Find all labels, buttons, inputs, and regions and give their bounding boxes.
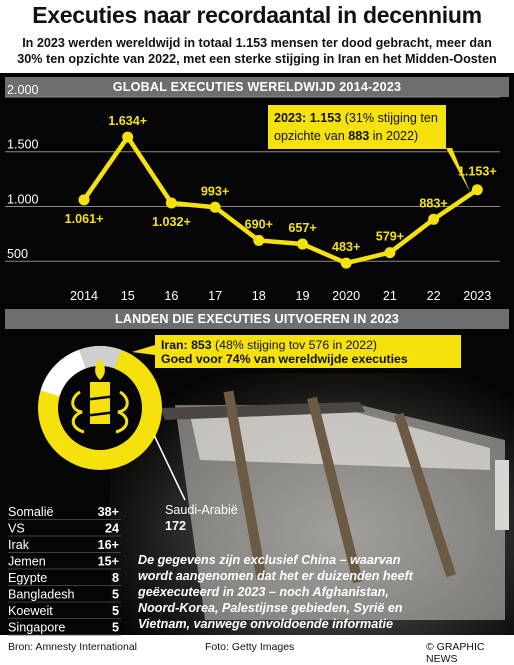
iran-callout: Iran: 853 (48% stijging tov 576 in 2022)… xyxy=(132,335,461,368)
graphic-news-credit: © GRAPHIC NEWS xyxy=(426,641,485,665)
country-name: Jemen xyxy=(8,555,46,569)
country-name: Egypte xyxy=(8,571,47,585)
iran-value: Iran: 853 xyxy=(161,338,212,352)
y-axis-ticks: 500 1.000 1.500 2.000 xyxy=(7,83,39,261)
svg-text:opzichte van 883 in 2022): opzichte van 883 in 2022) xyxy=(274,129,418,143)
y-tick-label: 2.000 xyxy=(7,83,39,97)
data-label: 1.634+ xyxy=(108,114,147,128)
data-point xyxy=(297,238,308,250)
y-tick-label: 1.500 xyxy=(7,138,39,152)
execution-bed-illustration xyxy=(160,390,509,620)
note-line: Noord-Korea, Palestijnse gebieden, Syrië… xyxy=(138,601,403,615)
data-label: 657+ xyxy=(288,221,316,235)
callout-2023-text3: in 2022) xyxy=(369,129,418,143)
x-tick-label: 21 xyxy=(383,289,397,303)
data-labels: 1.061+ 1.634+ 1.032+ 993+ 690+ 657+ 483+ 579+ 88… xyxy=(65,114,497,254)
country-list: Somalië 38+ VS 24 Irak 16+ Jemen 15+ Egypte 8 Bang… xyxy=(8,505,121,636)
country-name: Bangladesh xyxy=(8,588,75,602)
country-value: 15+ xyxy=(98,555,119,569)
country-value: 5 xyxy=(112,604,119,618)
x-tick-label: 18 xyxy=(252,289,266,303)
x-tick-label: 2023 xyxy=(463,289,491,303)
country-name: Singapore xyxy=(8,621,65,635)
note-line: Vietnam, vanwege onvoldoende informatie xyxy=(138,617,393,631)
country-value: 5 xyxy=(112,621,119,635)
callout-2023-text1: (31% stijging ten xyxy=(341,111,438,125)
saudi-value: 172 xyxy=(165,519,186,533)
data-point xyxy=(471,184,483,196)
saudi-leader-line xyxy=(153,434,186,501)
x-tick-label: 2020 xyxy=(332,289,360,303)
note-line: geëxecuteerd in 2023 – noch Afghanistan, xyxy=(137,585,389,599)
data-label: 883+ xyxy=(419,196,447,210)
data-label: 1.153+ xyxy=(458,165,497,179)
country-name: Irak xyxy=(8,538,30,552)
data-point xyxy=(340,257,352,269)
series-line xyxy=(82,134,479,266)
note-line: De gegevens zijn exclusief China – waarv… xyxy=(138,553,401,567)
data-points xyxy=(78,131,483,269)
x-tick-label: 2014 xyxy=(70,289,98,303)
country-value: 8 xyxy=(112,571,119,585)
data-point xyxy=(209,201,221,213)
country-name: Koeweit xyxy=(8,604,53,618)
x-tick-label: 19 xyxy=(295,289,309,303)
data-point xyxy=(165,197,177,209)
svg-text:Iran: 853 (48% stijging tov 57: Iran: 853 (48% stijging tov 576 in 2022) xyxy=(161,338,377,352)
photo-credit: Foto: Getty Images xyxy=(205,641,295,653)
callout-2023-text2: opzichte van xyxy=(274,129,348,143)
subtitle-line-1: In 2023 werden wereldwijd in totaal 1.15… xyxy=(22,36,492,50)
country-value: 16+ xyxy=(98,538,119,552)
data-point xyxy=(253,234,265,246)
saudi-label: Saudi-Arabië xyxy=(165,503,238,517)
data-point xyxy=(122,131,134,143)
x-tick-label: 15 xyxy=(121,289,135,303)
data-label: 483+ xyxy=(332,240,360,254)
data-label: 1.061+ xyxy=(65,212,104,226)
china-note: De gegevens zijn exclusief China – waarv… xyxy=(137,553,414,631)
subtitle: In 2023 werden wereldwijd in totaal 1.15… xyxy=(8,35,506,67)
x-axis-ticks: 2014 15 16 17 18 19 2020 21 22 2023 xyxy=(70,289,491,303)
country-value: 5 xyxy=(112,588,119,602)
country-name: Somalië xyxy=(8,505,54,519)
x-tick-label: 22 xyxy=(427,289,441,303)
iran-change: (48% stijging tov 576 in 2022) xyxy=(212,338,377,352)
x-tick-label: 17 xyxy=(208,289,222,303)
countries-title-band: LANDEN DIE EXECUTIES UITVOEREN IN 2023 xyxy=(5,309,509,329)
country-value: 38+ xyxy=(98,505,119,519)
donut-chart: Saudi-Arabië 172 xyxy=(38,345,238,533)
page-title: Executies naar recordaantal in decennium xyxy=(32,2,482,28)
country-name: VS xyxy=(8,522,25,536)
data-point xyxy=(384,247,396,259)
amnesty-candle-icon xyxy=(71,358,129,434)
subtitle-line-2: 30% ten opzichte van 2022, met een sterk… xyxy=(17,52,497,66)
note-line: wordt aangenomen dat het er duizenden he… xyxy=(138,569,414,583)
source-text: Bron: Amnesty International xyxy=(8,641,137,653)
y-tick-label: 500 xyxy=(7,247,28,261)
x-tick-label: 16 xyxy=(164,289,178,303)
chart-title-band: GLOBAL EXECUTIES WERELDWIJD 2014-2023 xyxy=(5,77,509,97)
svg-text:2023: 1.153 (31% stijging ten: 2023: 1.153 (31% stijging ten xyxy=(274,111,438,125)
callout-2023-value: 2023: 1.153 xyxy=(274,111,341,125)
iran-share: Goed voor 74% van wereldwijde executies xyxy=(161,352,408,366)
data-label: 690+ xyxy=(245,217,273,231)
data-label: 579+ xyxy=(376,230,404,244)
y-tick-label: 1.000 xyxy=(7,192,39,206)
data-point xyxy=(428,213,440,225)
callout-2023: 2023: 1.153 (31% stijging ten opzichte v… xyxy=(268,105,470,192)
country-value: 24 xyxy=(105,522,119,536)
data-label: 1.032+ xyxy=(152,215,191,229)
data-label: 993+ xyxy=(201,184,229,198)
data-point xyxy=(78,194,90,206)
chart-gridlines xyxy=(5,96,500,262)
callout-2023-prev: 883 xyxy=(348,129,369,143)
